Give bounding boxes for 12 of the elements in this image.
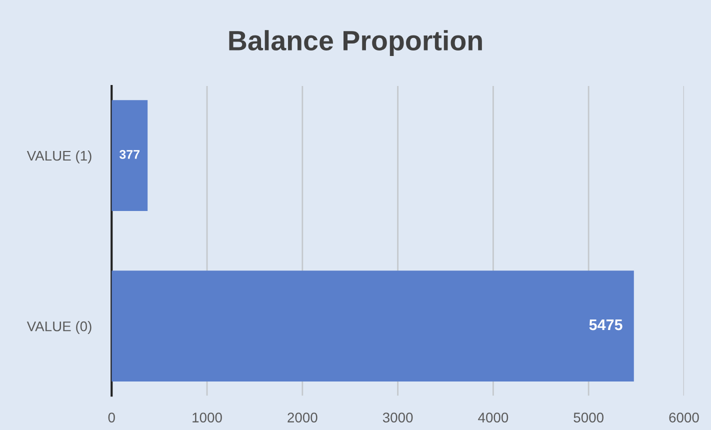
x-tick-label: 2000: [288, 412, 318, 422]
x-tick-label: 5000: [574, 412, 604, 422]
y-tick-label: VALUE (0): [26, 321, 92, 334]
x-tick-label: 3000: [382, 412, 413, 422]
x-tick-label: 6000: [669, 412, 699, 422]
y-tick-label: VALUE (1): [26, 150, 92, 164]
x-tick-label: 0: [108, 412, 115, 422]
data-label: 377: [119, 150, 140, 159]
chart-title: Balance Proportion: [229, 30, 482, 56]
data-label: 5475: [589, 320, 622, 330]
x-tick-label: 4000: [478, 412, 508, 422]
x-tick-label: 1000: [192, 412, 222, 422]
